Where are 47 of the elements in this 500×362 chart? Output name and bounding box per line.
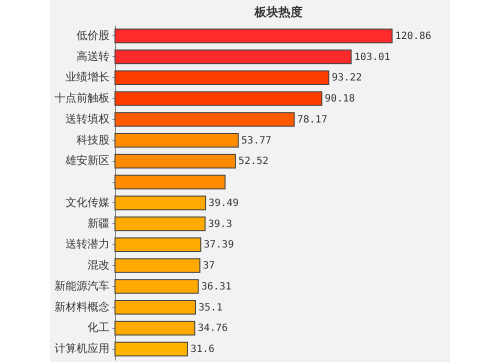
bar <box>114 258 200 273</box>
data-label: 36.31 <box>201 281 232 292</box>
y-tick-label: 送转潜力 <box>66 238 110 251</box>
bar <box>114 50 352 64</box>
data-label: 120.86 <box>395 30 432 42</box>
bar <box>114 320 196 336</box>
y-tick-label: 雄安新区 <box>64 154 110 168</box>
data-label: 90.18 <box>324 94 355 105</box>
y-tick-label: 化工 <box>88 321 110 334</box>
data-label: 35.1 <box>198 302 223 314</box>
y-tick-label: 高送转 <box>76 50 110 63</box>
y-tick-label: 文化传媒 <box>66 196 110 209</box>
data-label: 31.6 <box>190 344 215 356</box>
data-label: 103.01 <box>354 52 390 63</box>
bar <box>114 112 295 127</box>
y-tick-label: 新材料概念 <box>54 300 110 314</box>
y-tick-label: 十点前触板 <box>54 92 110 105</box>
y-tick-label: 业绩增长 <box>66 70 110 84</box>
data-label: 39.49 <box>208 198 239 209</box>
bar <box>114 342 188 356</box>
data-label: 93.22 <box>332 72 362 84</box>
bar <box>114 216 206 232</box>
bar <box>114 279 199 294</box>
bar <box>114 28 393 44</box>
y-tick-label: 科技股 <box>76 133 110 146</box>
bar <box>114 196 206 210</box>
bar <box>114 300 196 315</box>
y-tick-label: 送转填权 <box>66 112 110 126</box>
bar <box>114 91 322 106</box>
data-label: 78.17 <box>297 114 328 126</box>
y-tick-label: 混改 <box>88 258 110 272</box>
y-tick-label: 低价股 <box>76 28 110 42</box>
bar <box>114 237 202 252</box>
y-tick-label: 新疆 <box>88 216 110 230</box>
data-label: 34.76 <box>198 323 228 334</box>
data-label: 37 <box>202 260 215 272</box>
data-label: 52.52 <box>238 156 269 168</box>
data-label: 37.39 <box>204 240 234 251</box>
bar <box>114 154 236 168</box>
bar <box>114 70 330 85</box>
bar <box>114 174 226 190</box>
data-label: 39.3 <box>208 218 232 230</box>
chart-title: 板块热度 <box>254 5 302 19</box>
bar <box>114 133 239 148</box>
data-label: 53.77 <box>241 135 272 146</box>
y-tick-label: 新能源汽车 <box>54 279 110 292</box>
y-tick-label: 计算机应用 <box>54 342 110 356</box>
